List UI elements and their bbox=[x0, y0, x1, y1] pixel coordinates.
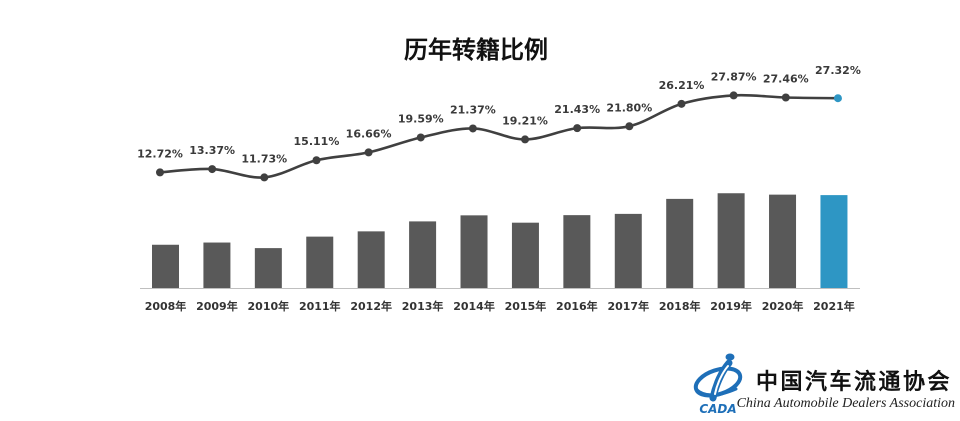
association-name-cn: 中国汽车流通协会 bbox=[756, 369, 953, 395]
trend-line bbox=[158, 93, 840, 179]
data-label-2016: 21.43% bbox=[554, 103, 600, 116]
data-point-2015 bbox=[521, 135, 530, 144]
data-label-2018: 26.21% bbox=[659, 79, 705, 92]
data-label-2008: 12.72% bbox=[137, 147, 183, 160]
x-tick-label-2012: 2012年 bbox=[350, 299, 392, 313]
data-label-2009: 13.37% bbox=[189, 144, 235, 157]
x-tick-label-2015: 2015年 bbox=[505, 299, 547, 313]
x-tick-label-2009: 2009年 bbox=[196, 299, 238, 313]
data-point-2017 bbox=[625, 122, 634, 131]
x-tick-label-2010: 2010年 bbox=[248, 299, 290, 313]
data-label-2017: 21.80% bbox=[606, 101, 652, 114]
bar-2018 bbox=[666, 198, 694, 288]
data-point-2021 bbox=[833, 94, 842, 103]
bar-2020 bbox=[769, 194, 797, 288]
data-label-2020: 27.46% bbox=[763, 73, 809, 86]
data-labels: 12.72% 13.37% 11.73% 15.11% 16.66% 19.59% 21.3… bbox=[137, 64, 861, 165]
data-point-2010 bbox=[260, 173, 269, 182]
data-point-2008 bbox=[156, 168, 164, 177]
bar-2009 bbox=[203, 242, 231, 288]
logo-head-dot bbox=[725, 353, 735, 361]
data-point-2014 bbox=[468, 124, 477, 133]
logo-figure-highlight bbox=[714, 365, 729, 395]
bar-2017 bbox=[614, 213, 642, 288]
data-label-2011: 15.11% bbox=[294, 135, 340, 148]
association-name-en: China Automobile Dealers Association bbox=[736, 396, 955, 411]
bar-2010 bbox=[254, 248, 282, 288]
x-tick-label-2016: 2016年 bbox=[556, 299, 598, 313]
data-label-2013: 19.59% bbox=[398, 112, 444, 125]
bar-2021 bbox=[820, 195, 848, 288]
x-tick-label-2013: 2013年 bbox=[402, 299, 444, 313]
cada-logo-abbr: CADA bbox=[699, 402, 736, 416]
x-tick-label-2019: 2019年 bbox=[710, 299, 752, 313]
data-label-2012: 16.66% bbox=[346, 127, 392, 140]
data-label-2010: 11.73% bbox=[241, 152, 287, 165]
x-tick-label-2017: 2017年 bbox=[607, 299, 649, 313]
x-tick-label-2021: 2021年 bbox=[813, 299, 855, 313]
bar-2016 bbox=[563, 215, 591, 288]
bar-series bbox=[152, 193, 848, 288]
data-label-2021: 27.32% bbox=[815, 64, 861, 77]
x-tick-label-2008: 2008年 bbox=[145, 299, 187, 313]
x-axis-labels: 2008年 2009年 2010年 2011年 2012年 2013年 2014年 2015年… bbox=[145, 299, 855, 313]
cada-logo-emblem: CADA bbox=[693, 353, 743, 416]
x-tick-label-2018: 2018年 bbox=[659, 299, 701, 313]
data-label-2019: 27.87% bbox=[711, 70, 757, 83]
x-tick-label-2011: 2011年 bbox=[299, 299, 341, 313]
chart-title: 历年转籍比例 bbox=[404, 36, 548, 64]
line-points bbox=[156, 91, 842, 182]
data-point-2012 bbox=[364, 148, 373, 157]
data-point-2018 bbox=[677, 99, 686, 108]
bar-2012 bbox=[357, 231, 385, 288]
bar-2014 bbox=[460, 215, 488, 288]
bar-2019 bbox=[717, 193, 745, 288]
data-point-2019 bbox=[729, 91, 738, 100]
data-point-2016 bbox=[573, 124, 582, 133]
bar-2015 bbox=[511, 222, 539, 288]
data-point-2013 bbox=[416, 133, 425, 142]
data-point-2009 bbox=[208, 165, 217, 174]
bar-2008 bbox=[152, 244, 179, 288]
bar-2013 bbox=[409, 221, 437, 288]
data-point-2020 bbox=[781, 93, 790, 102]
data-label-2014: 21.37% bbox=[450, 103, 496, 116]
data-label-2015: 19.21% bbox=[502, 114, 548, 127]
data-point-2011 bbox=[312, 156, 321, 165]
x-tick-label-2020: 2020年 bbox=[762, 299, 804, 313]
bar-2011 bbox=[306, 236, 334, 288]
x-tick-label-2014: 2014年 bbox=[453, 299, 495, 313]
